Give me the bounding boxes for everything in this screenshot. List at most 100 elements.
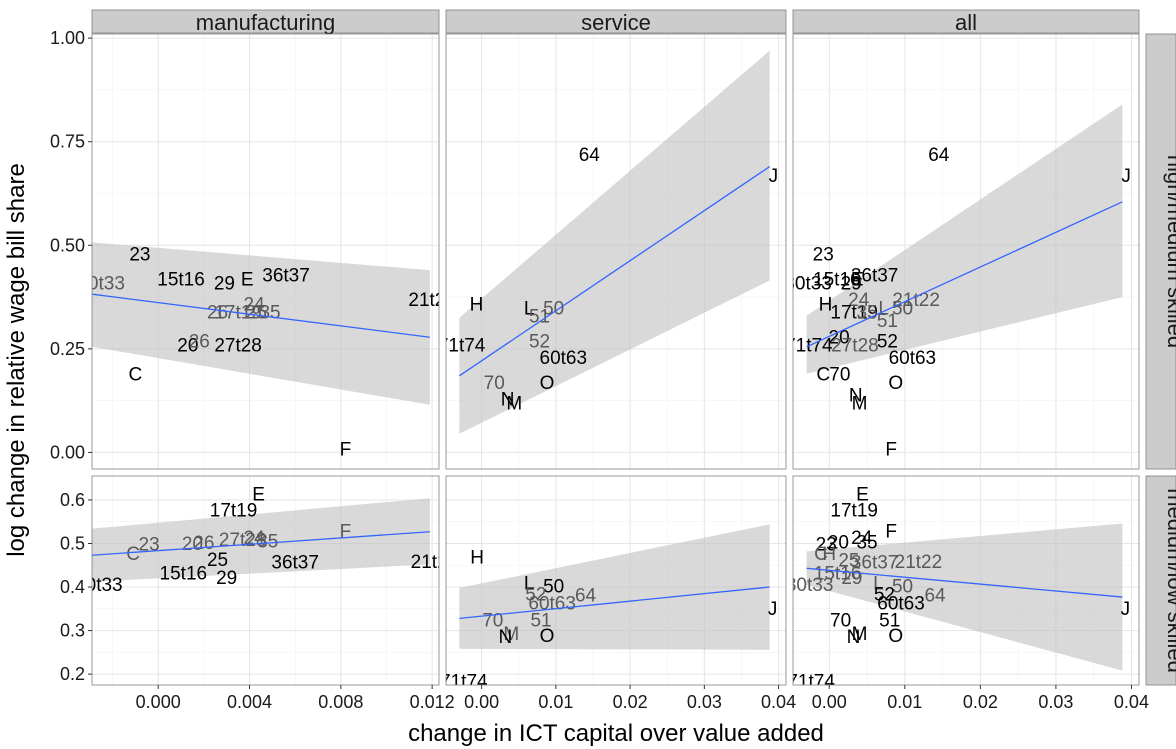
point-label: 71t74 [440,672,488,693]
panel-border [91,475,440,686]
point-label: N [847,627,861,648]
point-label: E [856,484,869,505]
point-label: H [822,544,836,565]
point-label: H [470,294,484,315]
point-label: 50 [543,577,564,598]
x-tick-label: 0.00 [812,692,847,712]
point-label: E [252,484,265,505]
y-tick-label: 0.3 [60,621,85,641]
confidence-band [92,498,430,582]
strip-all [792,9,1140,34]
point-label: 36t37 [851,265,899,286]
point-label: 23 [813,245,834,266]
point-label: 35 [259,303,280,324]
point-label: 30t33 [75,575,123,596]
fit-line [806,567,1123,598]
point-label: 25 [246,303,267,324]
point-label: 35 [257,531,278,552]
point-label: J [1121,599,1131,620]
point-label: 30t33 [786,575,834,596]
point-label: 52 [877,332,898,353]
panel-manufacturing-high-medium: 2330t3315t1629E36t3721t222417t1926253520… [77,34,456,469]
point-label: 24 [848,290,870,311]
point-label: F [885,439,897,460]
y-tick-label: 1.00 [50,28,85,48]
point-label: L [524,298,535,319]
fit-line [459,586,770,620]
point-label: 64 [579,145,601,166]
strip-label-manufacturing: manufacturing [196,10,335,35]
point-label: L [524,574,535,595]
point-label: 70 [829,365,850,386]
point-label: E [241,269,254,290]
point-label: 35 [856,303,877,324]
y-tick-label: 0.4 [60,577,85,597]
x-axis-title: change in ICT capital over value added [408,720,824,747]
point-label: 21t22 [408,290,456,311]
point-label: L [873,574,884,595]
point-label: 25 [838,551,859,572]
strip-label-medium-low-skilled: medium/low skilled [1163,488,1176,673]
point-label: 60t63 [889,348,937,369]
point-label: 21t22 [892,290,940,311]
point-label: 71t74 [438,336,486,357]
x-tick-label: 0.012 [410,692,455,712]
point-label: L [878,298,889,319]
point-label: 27t28 [831,336,879,357]
point-label: 23 [129,245,150,266]
point-label: N [499,627,513,648]
point-label: 60t63 [528,593,576,614]
point-label: 51 [879,610,900,631]
fit-line [92,531,430,556]
point-label: 52 [529,332,550,353]
point-label: M [503,624,519,645]
confidence-band [92,242,430,405]
panel-border [445,475,787,686]
point-label: 35 [856,532,877,553]
point-label: 50 [892,298,913,319]
y-tick-label: 0.00 [50,442,85,462]
point-label: E [851,269,864,290]
confidence-band [806,104,1123,374]
point-label: C [814,544,828,565]
point-label: H [819,294,833,315]
point-label: F [340,439,352,460]
point-label: H [470,548,484,569]
x-tick-label: 0.008 [318,692,363,712]
point-label: 20 [829,327,850,348]
point-label: 27t28 [214,336,262,357]
panel-border [792,475,1140,686]
point-label: F [885,521,897,542]
point-label: 26 [207,303,228,324]
point-label: N [501,390,515,411]
y-tick-label: 0.2 [60,664,85,684]
point-label: 26 [193,533,214,554]
x-tick-label: 0.04 [761,692,796,712]
x-tick-label: 0.00 [464,692,499,712]
point-label: 30t33 [77,274,125,295]
strip-label-service: service [581,10,651,35]
fit-line [92,293,430,338]
x-tick-label: 0.02 [963,692,998,712]
point-label: 23 [139,534,160,555]
point-label: 21t22 [895,552,943,573]
point-label: 64 [928,145,950,166]
point-label: M [852,394,868,415]
point-label: 70 [484,373,505,394]
point-label: 50 [892,577,913,598]
fit-line [458,166,771,377]
point-label: J [1121,166,1131,187]
point-label: J [768,599,778,620]
point-label: C [126,544,140,565]
y-tick-label: 0.25 [50,339,85,359]
point-label: O [540,626,555,647]
y-axis-title: log change in relative wage bill share [3,163,30,557]
point-label: 51 [877,311,898,332]
point-label: C [816,365,830,386]
point-label: 25 [207,550,228,571]
confidence-band [806,523,1123,671]
point-label: 29 [841,274,862,295]
